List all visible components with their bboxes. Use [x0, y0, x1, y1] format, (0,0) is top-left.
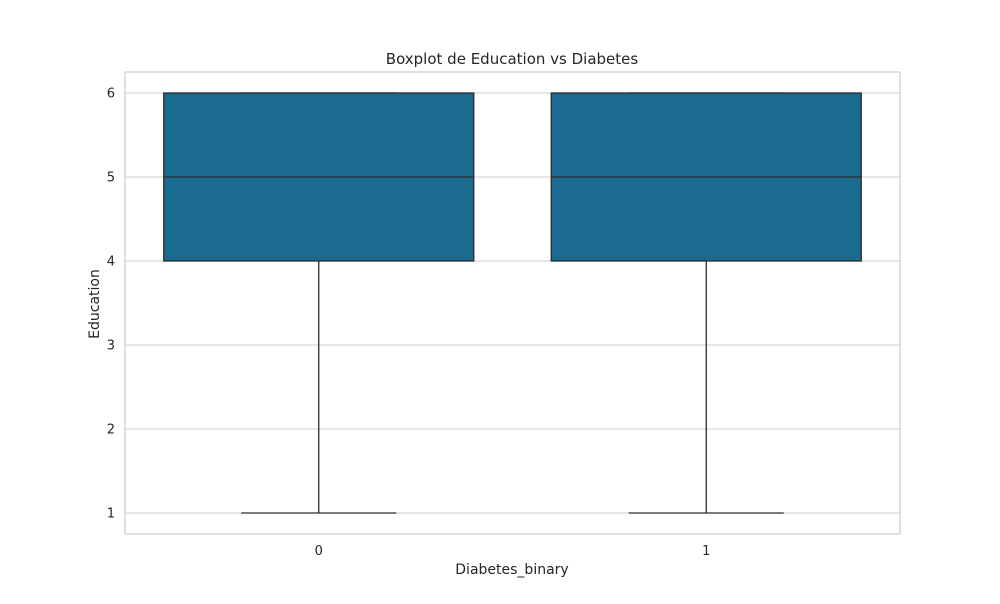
y-tick-label: 5 — [107, 171, 115, 186]
x-axis-label: Diabetes_binary — [455, 562, 568, 578]
y-tick-label: 4 — [107, 255, 115, 270]
x-tick-label: 0 — [315, 544, 323, 559]
chart-title: Boxplot de Education vs Diabetes — [386, 50, 639, 68]
plot-area: 1 2 3 4 5 6 0 1 — [107, 71, 901, 559]
y-tick-label: 1 — [107, 507, 115, 522]
y-tick-label: 6 — [107, 87, 115, 102]
y-axis-label: Education — [87, 269, 103, 339]
plot-frame — [124, 71, 901, 535]
y-tick-label: 2 — [107, 423, 115, 438]
y-tick-label: 3 — [107, 339, 115, 354]
x-tick-label: 1 — [702, 544, 710, 559]
